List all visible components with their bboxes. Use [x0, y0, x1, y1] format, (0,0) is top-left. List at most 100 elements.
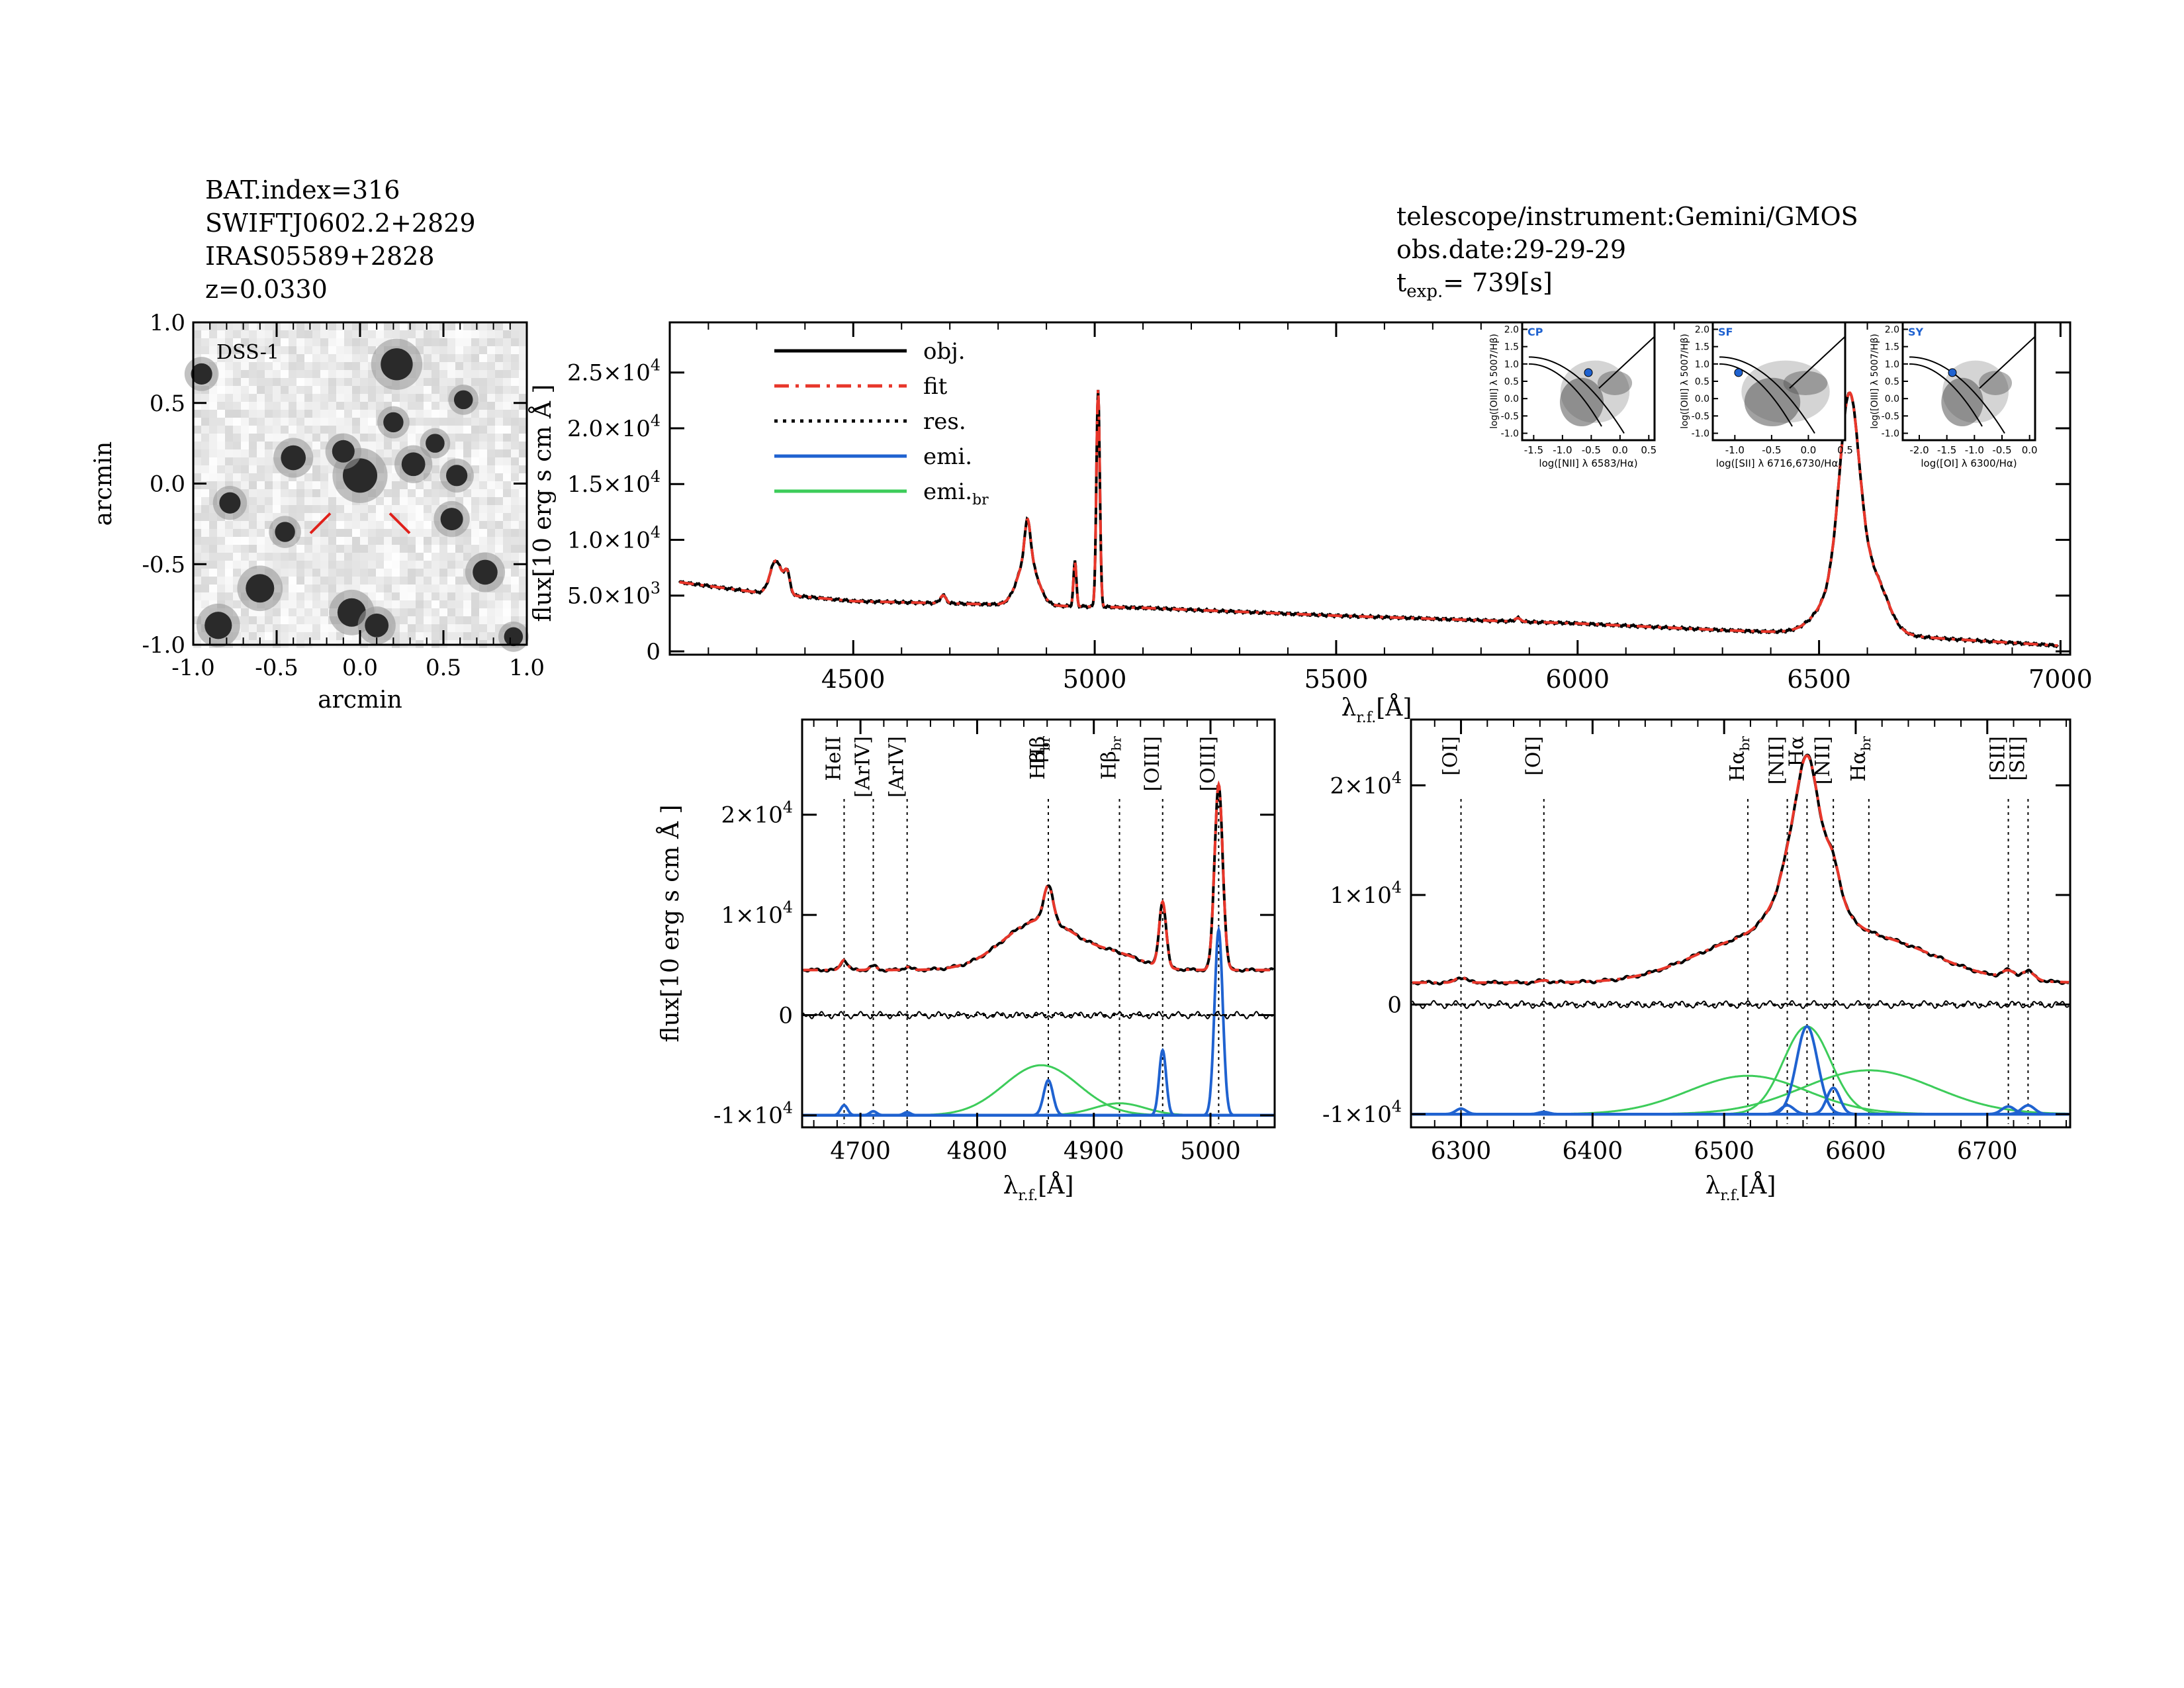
sky-noise-pixel	[312, 632, 320, 640]
sky-noise-pixel	[408, 410, 416, 418]
sky-noise-pixel	[439, 386, 447, 394]
sky-noise-pixel	[344, 505, 352, 513]
sky-noise-pixel	[225, 561, 233, 569]
sky-noise-pixel	[304, 545, 312, 553]
line-marker-label: [OI]	[1439, 736, 1463, 776]
sky-noise-pixel	[352, 521, 360, 529]
sky-noise-pixel	[257, 426, 265, 434]
sky-noise-pixel	[289, 632, 296, 640]
sky-noise-pixel	[447, 426, 455, 434]
sky-noise-pixel	[249, 513, 257, 521]
sky-noise-pixel	[320, 410, 328, 418]
sky-noise-pixel	[209, 330, 217, 338]
bpt-density	[1979, 371, 2012, 395]
sky-noise-pixel	[273, 561, 281, 569]
image-y-tick-label: -0.5	[142, 551, 185, 578]
sky-noise-pixel	[408, 585, 416, 592]
star	[365, 613, 389, 637]
sky-noise-pixel	[511, 370, 519, 378]
sky-noise-pixel	[217, 330, 225, 338]
sky-noise-pixel	[495, 497, 503, 505]
sky-noise-pixel	[519, 410, 527, 418]
sky-noise-pixel	[273, 616, 281, 624]
sky-noise-pixel	[217, 457, 225, 465]
bpt-y-tick-label: 2.0	[1885, 324, 1899, 335]
sky-noise-pixel	[392, 473, 400, 481]
legend-label: emi.	[923, 444, 972, 470]
sky-noise-pixel	[416, 505, 424, 513]
sky-noise-pixel	[201, 497, 209, 505]
sky-noise-pixel	[296, 577, 304, 585]
sky-noise-pixel	[471, 624, 479, 632]
sky-noise-pixel	[312, 449, 320, 457]
sky-noise-pixel	[455, 585, 463, 592]
star	[219, 492, 241, 514]
image-label: DSS-1	[216, 341, 279, 364]
sky-noise-pixel	[432, 616, 439, 624]
sky-noise-pixel	[304, 537, 312, 545]
sky-noise-pixel	[511, 434, 519, 442]
sky-noise-pixel	[439, 362, 447, 370]
sky-noise-pixel	[384, 330, 392, 338]
sky-noise-pixel	[312, 577, 320, 585]
sky-noise-pixel	[360, 442, 368, 449]
sky-noise-pixel	[455, 561, 463, 569]
sky-noise-pixel	[336, 505, 344, 513]
sky-noise-pixel	[312, 513, 320, 521]
sky-noise-pixel	[432, 370, 439, 378]
sky-noise-pixel	[400, 616, 408, 624]
bpt-seyfert-liner-line	[1979, 336, 2036, 389]
sky-noise-pixel	[416, 386, 424, 394]
sky-noise-pixel	[201, 434, 209, 442]
sky-noise-pixel	[296, 322, 304, 330]
sky-noise-pixel	[503, 473, 511, 481]
sky-noise-pixel	[265, 378, 273, 386]
sky-noise-pixel	[336, 426, 344, 434]
sky-noise-pixel	[392, 394, 400, 402]
sky-noise-pixel	[249, 529, 257, 537]
sky-noise-pixel	[249, 553, 257, 561]
sky-noise-pixel	[432, 600, 439, 608]
series-emi-line	[1412, 1103, 2069, 1116]
sky-noise-pixel	[447, 600, 455, 608]
instrument-text: telescope/instrument:Gemini/GMOS	[1396, 202, 1858, 231]
sky-noise-pixel	[273, 553, 281, 561]
sky-noise-pixel	[360, 521, 368, 529]
sky-noise-pixel	[519, 346, 527, 354]
sky-noise-pixel	[201, 457, 209, 465]
sky-noise-pixel	[479, 529, 487, 537]
sky-noise-pixel	[344, 410, 352, 418]
sky-noise-pixel	[281, 354, 289, 362]
sky-noise-pixel	[265, 465, 273, 473]
sky-noise-pixel	[432, 354, 439, 362]
sky-noise-pixel	[416, 322, 424, 330]
sky-noise-pixel	[304, 600, 312, 608]
sky-noise-pixel	[281, 330, 289, 338]
sky-noise-pixel	[289, 386, 296, 394]
sky-noise-pixel	[217, 561, 225, 569]
sky-noise-pixel	[360, 585, 368, 592]
sky-noise-pixel	[416, 513, 424, 521]
sky-noise-pixel	[312, 489, 320, 497]
sky-noise-pixel	[424, 608, 432, 616]
sky-noise-pixel	[201, 338, 209, 346]
sky-noise-pixel	[352, 402, 360, 410]
sky-noise-pixel	[257, 370, 265, 378]
sky-noise-pixel	[360, 426, 368, 434]
sky-noise-pixel	[249, 545, 257, 553]
sky-noise-pixel	[511, 569, 519, 577]
sky-noise-pixel	[296, 378, 304, 386]
sky-noise-pixel	[225, 521, 233, 529]
sky-noise-pixel	[217, 378, 225, 386]
sky-noise-pixel	[384, 585, 392, 592]
sky-noise-pixel	[408, 616, 416, 624]
sky-noise-pixel	[193, 449, 201, 457]
image-y-tick-label: -1.0	[142, 632, 185, 659]
sky-noise-pixel	[400, 497, 408, 505]
sky-noise-pixel	[408, 386, 416, 394]
sky-noise-pixel	[503, 553, 511, 561]
sky-noise-pixel	[432, 497, 439, 505]
bpt-x-tick-label: 0.0	[1612, 444, 1628, 456]
line-marker-label: Hα	[1785, 736, 1808, 767]
sky-noise-pixel	[201, 521, 209, 529]
